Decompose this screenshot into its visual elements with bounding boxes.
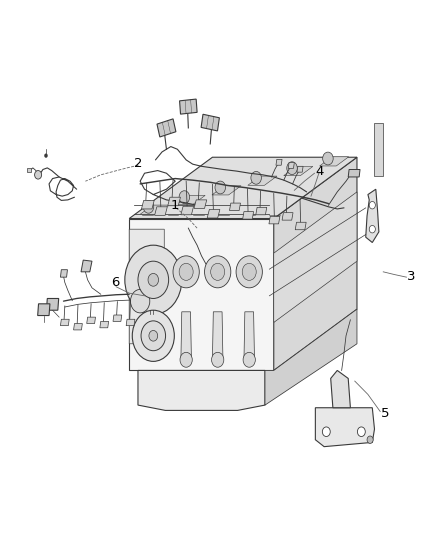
- Text: 6: 6: [111, 276, 119, 289]
- Circle shape: [369, 225, 375, 233]
- Circle shape: [148, 273, 159, 286]
- Circle shape: [243, 352, 255, 367]
- Polygon shape: [265, 309, 357, 405]
- Circle shape: [44, 154, 48, 158]
- Polygon shape: [60, 270, 67, 277]
- Text: 4: 4: [315, 165, 324, 178]
- Polygon shape: [348, 169, 360, 177]
- Circle shape: [179, 191, 190, 204]
- Polygon shape: [282, 213, 293, 220]
- Circle shape: [211, 263, 225, 280]
- Circle shape: [125, 245, 182, 314]
- Polygon shape: [176, 196, 205, 205]
- Polygon shape: [248, 176, 277, 185]
- Circle shape: [141, 321, 166, 351]
- Polygon shape: [284, 166, 313, 176]
- Polygon shape: [315, 408, 374, 447]
- Polygon shape: [27, 168, 31, 172]
- Polygon shape: [181, 312, 191, 360]
- Polygon shape: [126, 319, 135, 326]
- Polygon shape: [138, 370, 265, 410]
- Polygon shape: [297, 166, 303, 172]
- Polygon shape: [60, 319, 69, 326]
- Circle shape: [367, 436, 373, 443]
- Polygon shape: [274, 157, 357, 370]
- Polygon shape: [256, 207, 267, 215]
- Polygon shape: [168, 197, 180, 206]
- Circle shape: [179, 263, 193, 280]
- Polygon shape: [212, 312, 223, 360]
- Polygon shape: [244, 312, 254, 360]
- Polygon shape: [374, 123, 383, 176]
- Circle shape: [180, 352, 192, 367]
- Circle shape: [287, 162, 297, 175]
- Polygon shape: [180, 99, 197, 114]
- Circle shape: [212, 352, 224, 367]
- Polygon shape: [113, 315, 122, 321]
- Polygon shape: [38, 304, 50, 316]
- Polygon shape: [269, 216, 280, 224]
- Text: 1: 1: [171, 199, 179, 213]
- Polygon shape: [81, 260, 92, 272]
- Polygon shape: [140, 205, 169, 214]
- Polygon shape: [366, 189, 379, 243]
- Polygon shape: [74, 324, 82, 330]
- Polygon shape: [87, 317, 95, 324]
- Circle shape: [251, 172, 261, 184]
- Circle shape: [357, 427, 365, 437]
- Polygon shape: [194, 200, 207, 208]
- Polygon shape: [274, 192, 357, 322]
- Circle shape: [35, 171, 42, 179]
- Polygon shape: [276, 159, 282, 165]
- Polygon shape: [141, 200, 154, 209]
- Text: 5: 5: [381, 407, 389, 420]
- Polygon shape: [331, 370, 350, 408]
- Circle shape: [322, 427, 330, 437]
- Polygon shape: [100, 321, 109, 328]
- Circle shape: [215, 181, 226, 194]
- Polygon shape: [230, 203, 240, 211]
- Polygon shape: [129, 157, 357, 219]
- Polygon shape: [155, 207, 167, 215]
- Polygon shape: [129, 229, 164, 344]
- Text: 3: 3: [407, 270, 416, 283]
- Polygon shape: [181, 206, 194, 215]
- Circle shape: [236, 256, 262, 288]
- Polygon shape: [320, 157, 349, 166]
- Circle shape: [131, 289, 150, 313]
- Polygon shape: [288, 163, 294, 168]
- Polygon shape: [46, 298, 59, 310]
- Polygon shape: [201, 114, 219, 131]
- Polygon shape: [207, 209, 220, 218]
- Circle shape: [132, 310, 174, 361]
- Circle shape: [369, 201, 375, 209]
- Circle shape: [323, 152, 333, 165]
- Polygon shape: [243, 212, 254, 219]
- Circle shape: [149, 330, 158, 341]
- Circle shape: [143, 200, 154, 213]
- Circle shape: [205, 256, 231, 288]
- Polygon shape: [295, 222, 306, 230]
- Circle shape: [138, 261, 169, 298]
- Polygon shape: [157, 119, 176, 137]
- Text: 2: 2: [134, 157, 142, 171]
- Polygon shape: [212, 186, 241, 195]
- Circle shape: [173, 256, 199, 288]
- Polygon shape: [129, 219, 274, 370]
- Circle shape: [242, 263, 256, 280]
